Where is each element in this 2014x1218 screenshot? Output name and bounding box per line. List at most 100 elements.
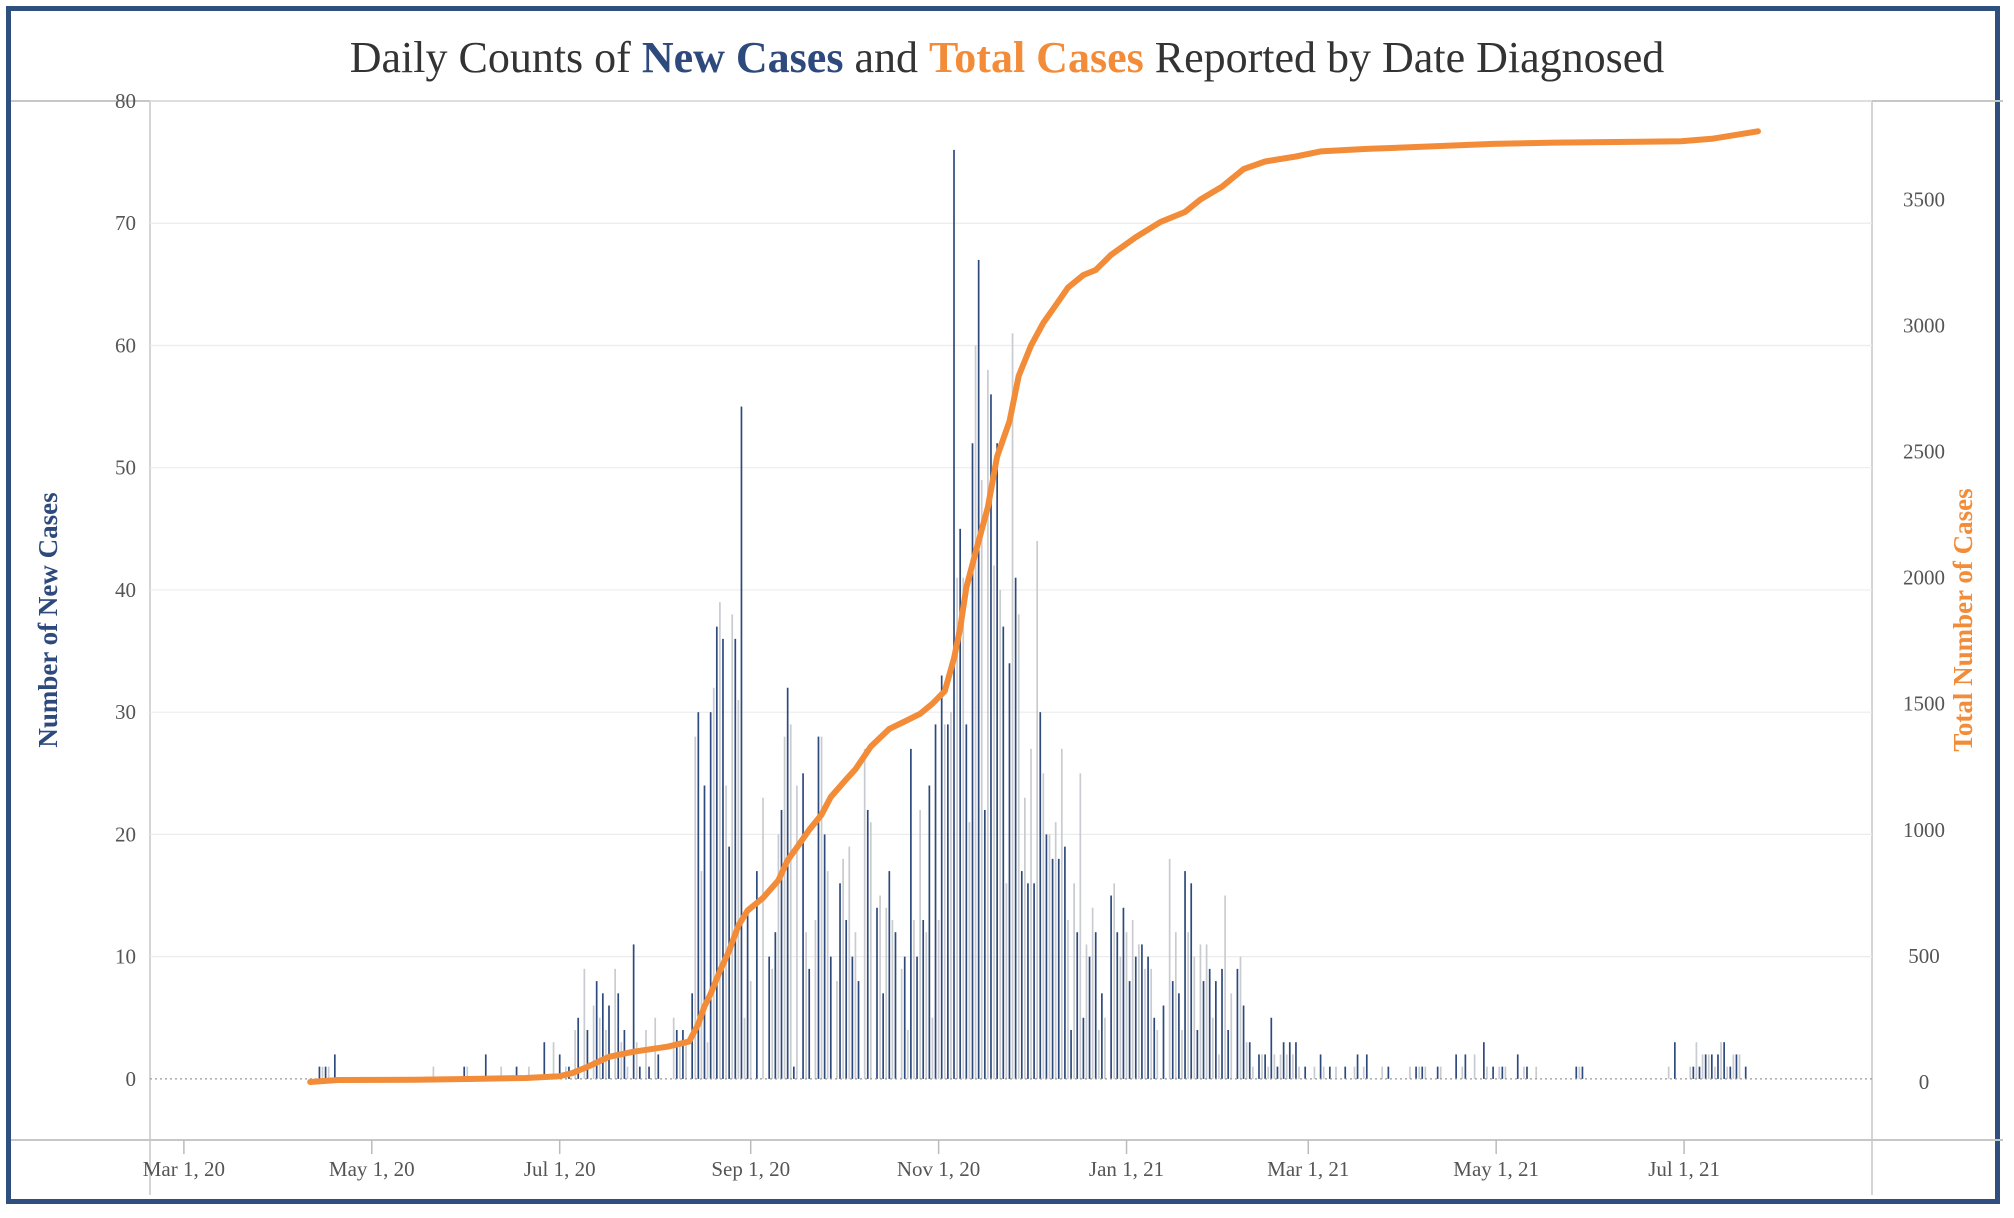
new-cases-bar [891,919,894,1079]
new-cases-bar [894,932,897,1079]
title-part: Total Cases [929,33,1144,82]
new-cases-bar [1720,1042,1722,1079]
new-cases-bar [1181,1029,1183,1079]
new-cases-bar [1674,1042,1676,1079]
new-cases-bar [971,443,974,1079]
new-cases-bar [1113,883,1116,1079]
new-cases-bar [1581,1066,1584,1079]
new-cases-bar [789,724,792,1079]
new-cases-bar [953,149,955,1079]
new-cases-bar [910,748,912,1079]
new-cases-bar [925,932,928,1079]
new-cases-bar [1439,1066,1442,1079]
left-y-tick-label: 50 [115,456,136,480]
new-cases-bar [1174,932,1177,1079]
new-cases-bar [694,736,697,1079]
new-cases-bars [318,149,1747,1079]
left-y-tick-label: 80 [115,89,136,113]
new-cases-bar [814,919,817,1079]
new-cases-bar [1264,1054,1266,1079]
x-tick-label: Jul 1, 21 [1648,1157,1720,1181]
new-cases-bar [996,443,998,1079]
total-cases-line [307,128,1761,1085]
new-cases-bar [1171,981,1174,1079]
new-cases-bar [1150,968,1153,1079]
new-cases-bar [1362,1066,1365,1079]
new-cases-bar [700,871,703,1079]
new-cases-bar [1101,993,1103,1079]
new-cases-bar [1501,1066,1504,1079]
new-cases-bar [836,981,838,1079]
new-cases-bar [1282,1042,1285,1079]
new-cases-bar [709,712,712,1079]
new-cases-bar [845,919,848,1079]
left-y-tick-label: 10 [115,945,136,969]
new-cases-bar [1714,1066,1716,1079]
new-cases-bar [1455,1054,1457,1079]
new-cases-bar [1076,932,1079,1079]
new-cases-bar [866,809,869,1079]
new-cases-bar [1523,1066,1525,1079]
new-cases-bar [820,736,823,1079]
right-y-ticks: 0 500 1000 1500 2000 2500 3000 3500 [1903,187,1945,1094]
new-cases-bar [802,773,804,1079]
new-cases-bar [543,1042,546,1079]
new-cases-bar [888,871,891,1079]
new-cases-bar [1298,1066,1300,1079]
title-part: Daily Counts of [350,33,642,82]
new-cases-bar [463,1066,466,1079]
new-cases-bar [842,858,844,1079]
new-cases-bar [1196,1029,1199,1079]
new-cases-bar [882,993,885,1079]
new-cases-bar [1258,1054,1260,1079]
new-cases-bar [823,834,826,1079]
x-tick-label: Mar 1, 20 [143,1157,225,1181]
new-cases-bar [635,1042,638,1079]
new-cases-bar [1483,1042,1485,1079]
x-tick-label: May 1, 20 [329,1157,415,1181]
new-cases-bar [1162,1005,1165,1079]
new-cases-bar [771,968,774,1079]
new-cases-bar [1030,748,1032,1079]
right-y-tick-label: 1000 [1903,818,1945,842]
new-cases-bar [1067,919,1069,1079]
new-cases-bar [608,1005,610,1079]
new-cases-bar [1205,944,1208,1079]
left-y-tick-label: 20 [115,822,136,846]
new-cases-bar [756,871,758,1079]
new-cases-bar [1276,1066,1279,1079]
new-cases-bar [987,369,989,1079]
new-cases-bar [672,1017,675,1079]
new-cases-bar [712,687,715,1079]
left-y-tick-label: 40 [115,578,136,602]
new-cases-bar [1424,1066,1427,1079]
new-cases-bar [1461,1066,1464,1079]
new-cases-bar [1144,968,1146,1079]
new-cases-bar [1492,1066,1494,1079]
left-y-ticks: 0 10 20 30 40 50 60 70 80 [115,89,136,1091]
new-cases-bar [1011,333,1014,1079]
left-y-axis-title: Number of New Cases [33,492,63,747]
new-cases-bar [783,736,786,1079]
new-cases-bar [937,919,940,1079]
new-cases-bar [777,834,780,1079]
new-cases-bar [1070,1029,1072,1079]
new-cases-bar [1178,993,1180,1079]
new-cases-bar [1535,1066,1538,1079]
new-cases-bar [1710,1054,1713,1079]
x-tick-label: Jan 1, 21 [1089,1157,1164,1181]
new-cases-bar [1409,1066,1411,1079]
new-cases-bar [1097,1029,1100,1079]
new-cases-bar [657,1054,660,1079]
new-cases-bar [1048,834,1051,1079]
new-cases-bar [934,724,937,1079]
new-cases-bar [1335,1066,1337,1079]
new-cases-bar [947,724,949,1079]
left-y-tick-label: 30 [115,700,136,724]
new-cases-bar [869,822,872,1079]
new-cases-bar [682,1029,684,1079]
new-cases-bar [885,907,888,1079]
new-cases-bar [1057,858,1060,1079]
new-cases-bar [601,993,604,1079]
new-cases-bar [1738,1054,1741,1079]
